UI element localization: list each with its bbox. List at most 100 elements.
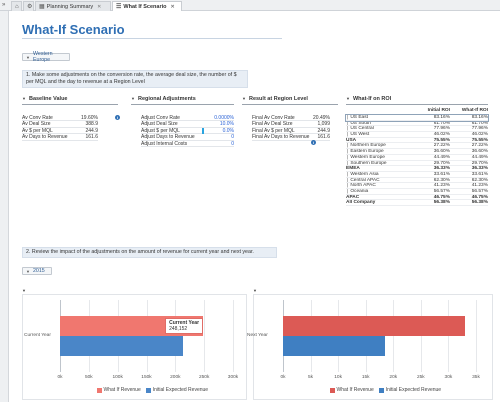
list-icon: ☰	[116, 4, 122, 10]
table-row: Av Deal Size 388.9	[22, 121, 98, 128]
caret-down-icon[interactable]: ▼	[253, 288, 257, 293]
tab-what-if-scenario[interactable]: ☰ What If Scenario ✕	[112, 1, 182, 11]
caret-down-icon: ▼	[22, 96, 26, 101]
table-row[interactable]: USA 75.55% 75.55%	[346, 137, 488, 144]
initial-expected-revenue-bar[interactable]	[60, 336, 184, 356]
roi-table-header: Initial ROI What-If ROI	[346, 108, 488, 115]
chevron-down-icon: ▼	[26, 268, 30, 274]
instruction-step-1: 1. Make some adjustments on the conversi…	[22, 70, 248, 88]
gridline	[393, 300, 395, 372]
table-row[interactable]: │ US West 46.02% 46.02%	[346, 132, 488, 138]
home-icon: ⌂	[15, 3, 19, 10]
table-row[interactable]: │ Western Europe 44.49% 44.49%	[346, 154, 488, 161]
legend-label[interactable]: Initial Expected Revenue	[152, 387, 209, 393]
table-row[interactable]: Adjust Days to Revenue 0	[141, 134, 234, 141]
table-row[interactable]: │ Central APAC 62.30% 62.30%	[346, 177, 488, 184]
info-icon[interactable]: i	[311, 140, 316, 145]
year-dropdown[interactable]: ▼ 2015	[22, 267, 52, 275]
expand-panel-icon[interactable]: »	[2, 2, 6, 8]
close-icon[interactable]: ✕	[170, 3, 175, 10]
instruction-step-2: 2. Review the impact of the adjustments …	[22, 247, 277, 258]
table-row[interactable]: │ US Central 77.96% 77.96%	[346, 126, 488, 133]
table-row: Final Av Days to Revenue 161.6	[252, 134, 330, 141]
what-if-revenue-bar[interactable]	[283, 316, 465, 336]
tab-settings[interactable]: ⚙	[23, 1, 34, 11]
x-tick-label: 150k	[141, 375, 152, 380]
table-row[interactable]: │ North APAC 41.23% 41.23%	[346, 183, 488, 189]
adjust-per-mql-input[interactable]: 0.0%	[222, 127, 234, 134]
table-row[interactable]: All Company 56.38% 56.38%	[346, 200, 488, 206]
adjustments-header-rule	[131, 104, 234, 105]
legend-label[interactable]: What If Revenue	[336, 387, 374, 393]
adjust-internal-costs-input[interactable]: 0	[231, 140, 234, 147]
region-dropdown[interactable]: ▼ Western Europe	[22, 51, 70, 63]
table-row: Final Av $ per MQL 244.9	[252, 127, 330, 135]
x-tick-label: 10k	[334, 375, 342, 380]
x-tick-label: 0k	[280, 375, 286, 380]
table-row: Av Days to Revenue 161.6	[22, 134, 98, 141]
caret-down-icon: ▼	[346, 96, 350, 101]
category-label: Current Year	[24, 333, 51, 338]
legend-label[interactable]: What If Revenue	[103, 387, 141, 393]
page-title: What-If Scenario	[22, 22, 125, 37]
x-tick-label: 100k	[112, 375, 123, 380]
gridline	[476, 300, 477, 372]
tab-planning-summary[interactable]: ▦ Planning Summary ✕	[35, 1, 111, 11]
initial-expected-revenue-bar[interactable]	[283, 336, 385, 356]
table-row[interactable]: │ US East 83.16% 83.16%	[345, 114, 489, 122]
x-tick-label: 35k	[472, 375, 480, 380]
table-row[interactable]: APAC 46.75% 46.75%	[346, 194, 488, 201]
tab-home[interactable]: ⌂	[11, 1, 22, 11]
x-tick-label: 5k	[308, 375, 314, 380]
adjustments-header: ▼ Regional Adjustments	[131, 96, 196, 102]
legend-swatch	[145, 387, 151, 393]
col-what-if-roi: What-If ROI	[461, 108, 488, 113]
gridline	[420, 300, 422, 372]
table-row[interactable]: Adjust Internal Costs 0	[141, 140, 234, 147]
region-dropdown-value: Western Europe	[32, 51, 53, 63]
table-row[interactable]: Adjust $ per MQL 0.0%	[141, 127, 234, 135]
next-year-chart-panel	[253, 294, 493, 400]
table-row[interactable]: │ US South 61.70% 61.70%	[346, 120, 488, 127]
chart-legend: What If Revenue Initial Expected Revenue	[92, 387, 209, 393]
adjust-days-input[interactable]: 0	[231, 134, 234, 141]
adjust-conv-rate-input[interactable]: 0.0000%	[214, 115, 234, 121]
baseline-header-rule	[22, 104, 118, 105]
grid-icon: ▦	[39, 4, 45, 10]
table-row: Av Conv Rate 19.60%	[22, 115, 98, 122]
caret-down-icon: ▼	[131, 96, 135, 101]
result-table: Final Av Conv Rate 20.49% Final Av Deal S…	[252, 115, 330, 141]
chevron-down-icon: ▼	[26, 54, 30, 60]
year-dropdown-value: 2015	[32, 268, 45, 274]
table-row[interactable]: │ Southern Europe 29.70% 29.70%	[346, 160, 488, 167]
table-row: Final Av Conv Rate 20.49%	[252, 115, 330, 122]
table-row[interactable]: │ Oceania 56.57% 56.57%	[346, 188, 488, 195]
current-year-chart-panel	[22, 294, 247, 400]
legend-label[interactable]: Initial Expected Revenue	[385, 387, 442, 393]
result-header: ▼ Result at Region Level	[242, 96, 308, 102]
roi-header-rule	[346, 104, 488, 105]
table-row: Final Av Deal Size 1,099	[252, 121, 330, 128]
table-row[interactable]: EMEA 36.33% 36.33%	[346, 166, 488, 172]
legend-swatch	[96, 387, 102, 393]
table-row[interactable]: │ Eastern Europe 36.60% 36.60%	[346, 149, 488, 155]
adjust-deal-size-input[interactable]: 10.0%	[219, 121, 234, 128]
adjustments-table: Adjust Conv Rate 0.0000% Adjust Deal Size…	[141, 115, 234, 147]
caret-down-icon[interactable]: ▼	[22, 288, 26, 293]
close-icon[interactable]: ✕	[97, 3, 102, 10]
info-icon[interactable]: i	[115, 115, 120, 120]
slider-handle[interactable]	[202, 128, 204, 134]
table-row[interactable]: │ Western Asia 33.61% 33.61%	[346, 171, 488, 178]
x-tick-label: 300k	[227, 375, 239, 380]
baseline-header: ▼ Baseline Value	[22, 96, 68, 102]
roi-table: Initial ROI What-If ROI │ US East 83.16% 8…	[345, 108, 489, 206]
left-collapsed-panel	[0, 11, 9, 402]
x-tick-label: 250k	[198, 375, 210, 380]
table-row[interactable]: Adjust Deal Size 10.0%	[141, 121, 234, 128]
tab-label: Planning Summary	[46, 3, 94, 10]
roi-header: ▼ What-If on ROI	[346, 96, 392, 102]
x-tick-label: 15k	[361, 375, 370, 380]
x-tick-label: 25k	[416, 375, 425, 380]
table-row[interactable]: │ Northern Europe 27.22% 27.22%	[346, 143, 488, 150]
table-row[interactable]: Adjust Conv Rate 0.0000%	[141, 115, 234, 122]
